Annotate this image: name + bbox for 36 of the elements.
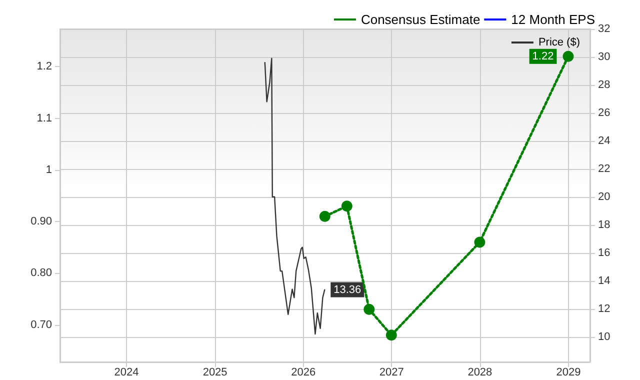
point — [562, 50, 574, 62]
y2-tick-label: 16 — [598, 246, 610, 259]
y-tick-label: 1.2 — [36, 60, 52, 73]
x-tick-label: 2027 — [379, 366, 404, 378]
x-tick-label: 2028 — [468, 366, 492, 378]
point — [319, 210, 330, 222]
y-tick-label: 0.70 — [30, 318, 52, 331]
point — [474, 236, 486, 248]
x-tick-label: 2029 — [556, 366, 581, 378]
y-tick-label: 0.90 — [30, 216, 52, 228]
point — [386, 330, 397, 341]
y-tick-label: 1.1 — [36, 112, 52, 124]
y2-tick-label: 22 — [598, 162, 610, 175]
y-tick-label: 1 — [46, 164, 52, 176]
legend-label: Price ($) — [538, 36, 580, 48]
data-label: 13.36 — [334, 284, 362, 296]
data-label: 1.22 — [532, 50, 554, 62]
y-tick-label: 0.80 — [30, 267, 52, 280]
legend-label: Consensus Estimate — [360, 12, 480, 27]
point — [364, 304, 375, 315]
x-tick-label: 2026 — [291, 366, 316, 378]
y2-tick-label: 12 — [598, 302, 610, 315]
y2-tick-label: 28 — [598, 78, 610, 91]
y2-tick-label: 32 — [598, 23, 610, 35]
y2-tick-label: 24 — [598, 134, 610, 147]
y2-tick-label: 26 — [598, 106, 610, 119]
line-series — [264, 58, 326, 335]
x-tick-label: 2024 — [114, 366, 139, 378]
x-tick-label: 2025 — [202, 366, 228, 378]
y2-tick-label: 10 — [598, 330, 610, 343]
legend-label: 12 Month EPS — [511, 12, 596, 27]
y2-tick-label: 14 — [598, 274, 610, 287]
point — [341, 200, 352, 212]
y2-tick-label: 30 — [598, 50, 610, 63]
y2-tick-label: 18 — [598, 218, 610, 231]
y2-tick-label: 20 — [598, 190, 610, 203]
